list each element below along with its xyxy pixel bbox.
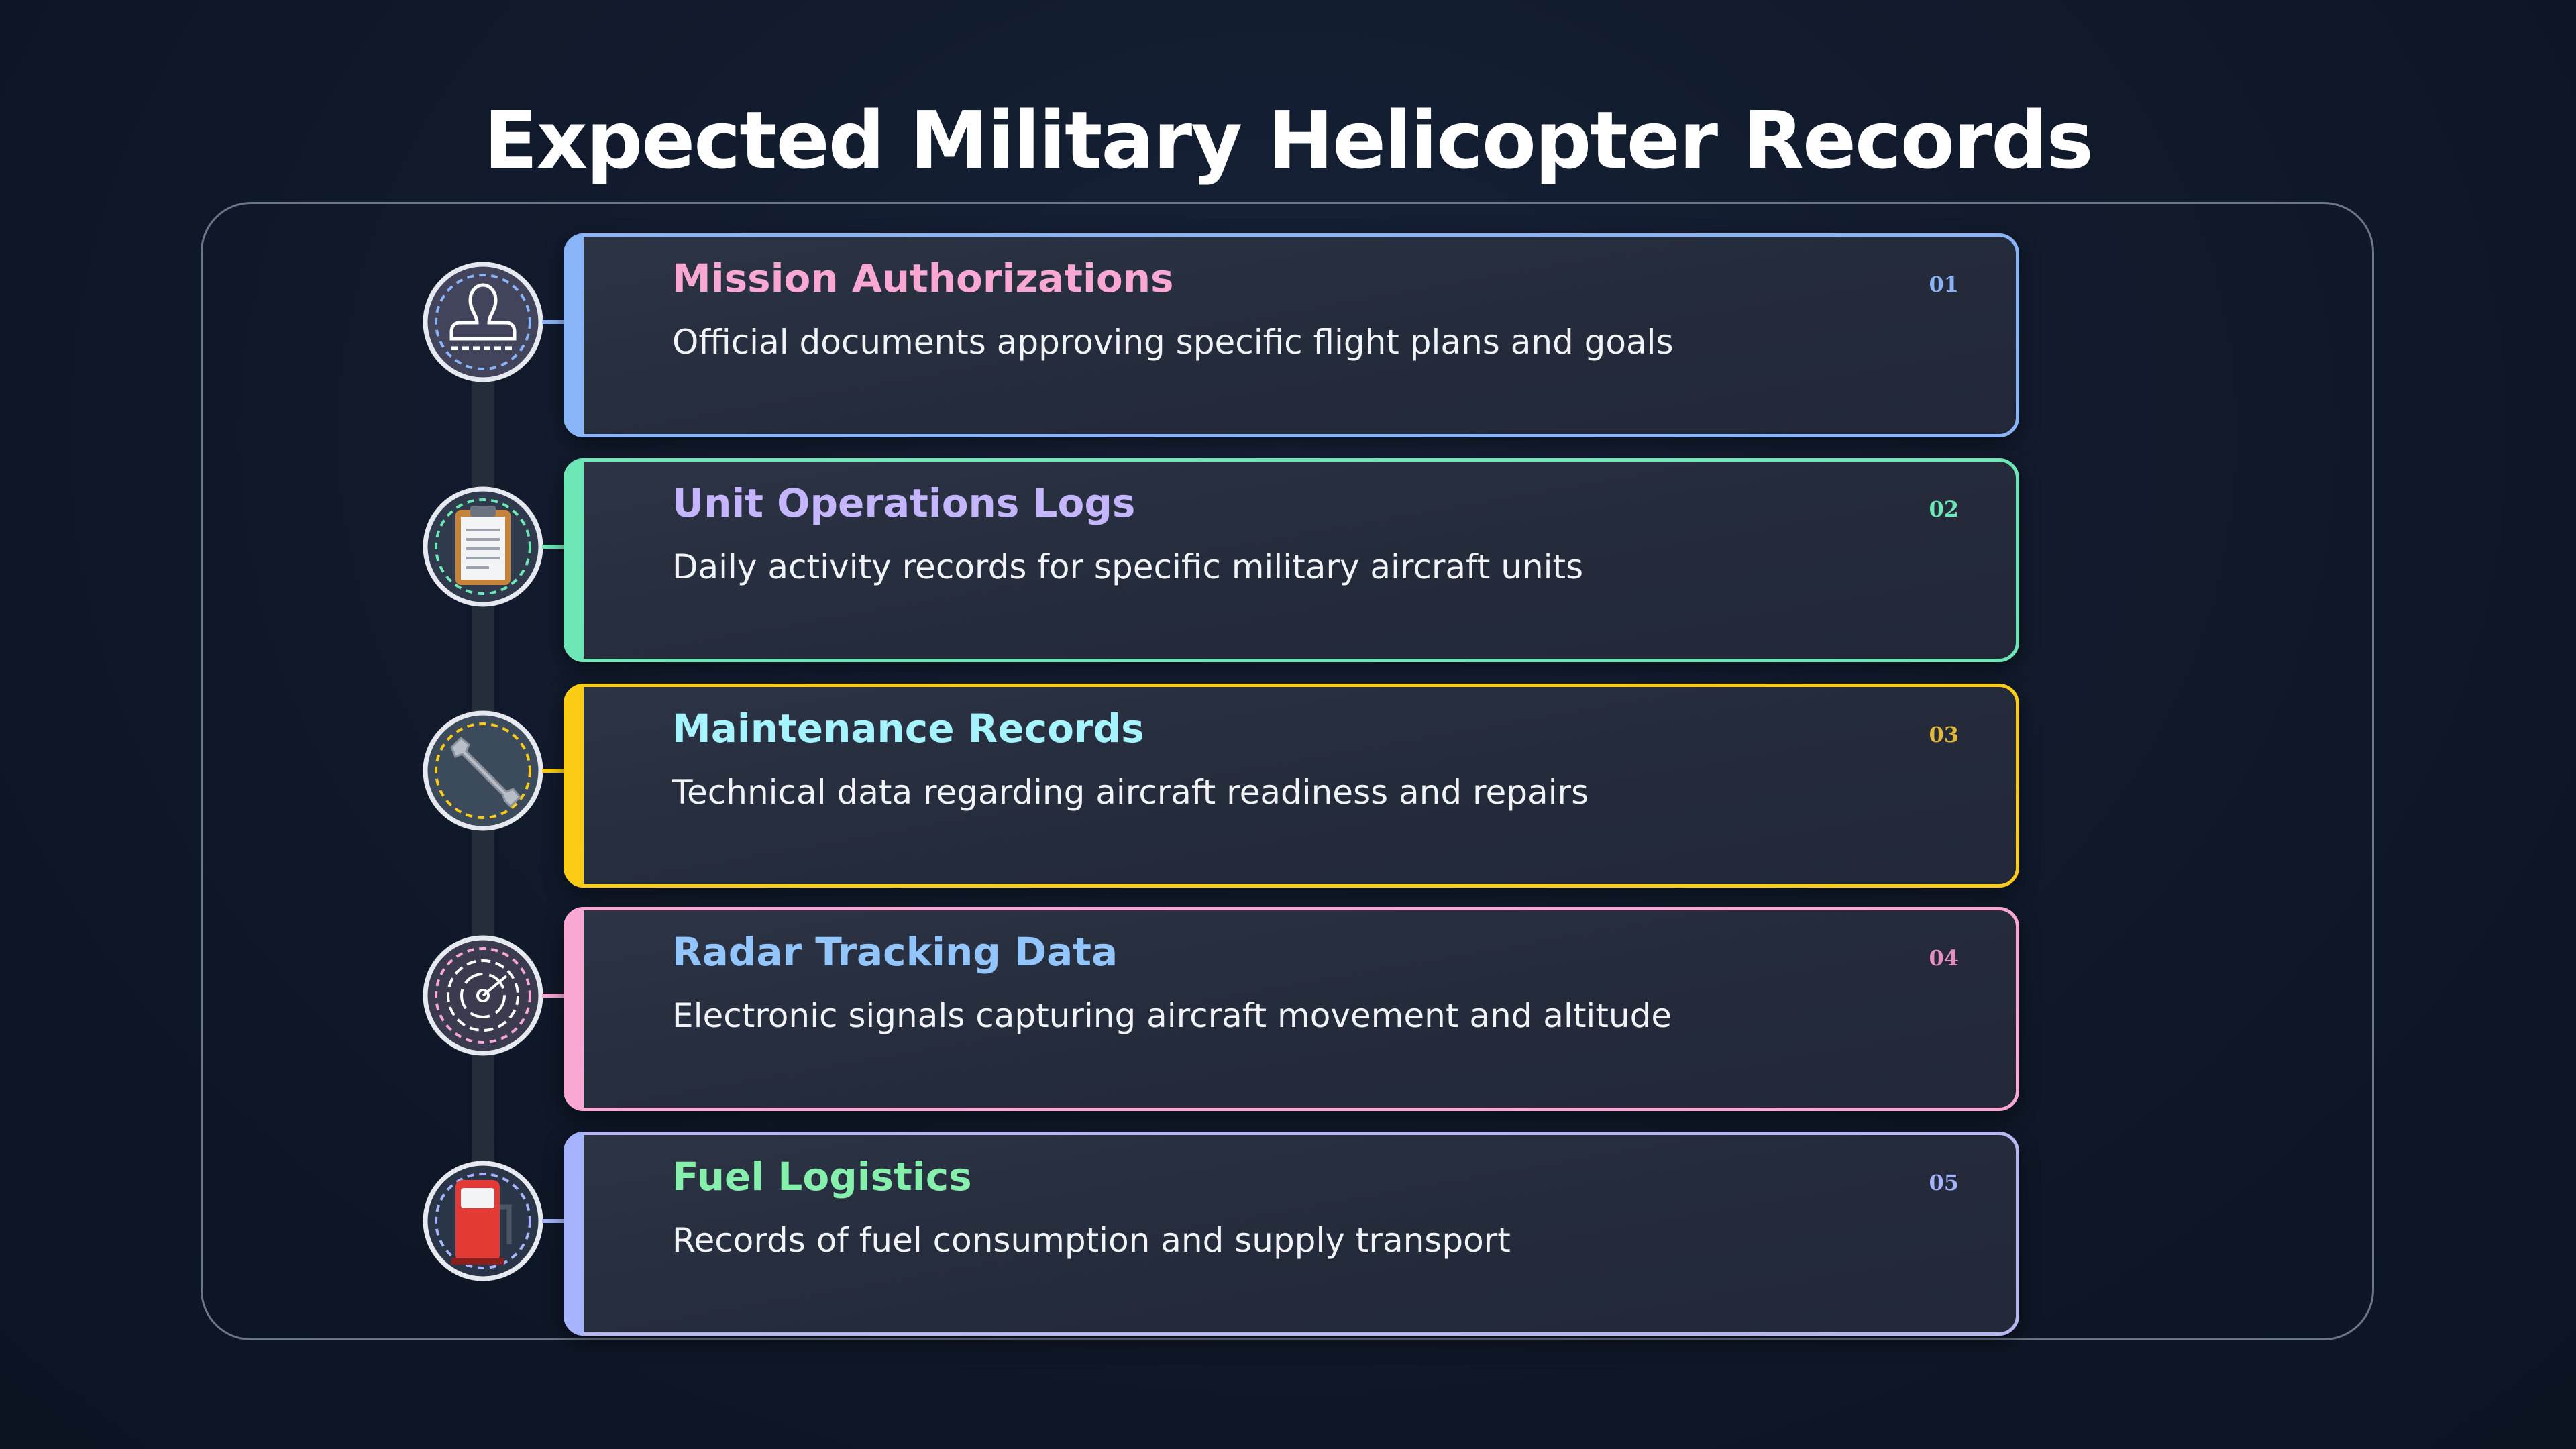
- card-number: 05: [1929, 1170, 1959, 1195]
- connector: [542, 994, 566, 998]
- card-description: Official documents approving specific fl…: [672, 323, 1674, 362]
- accent-bar: [564, 458, 584, 662]
- record-card: Unit Operations Logs Daily activity reco…: [564, 458, 2019, 662]
- icon-clipboard: [423, 486, 543, 607]
- icon-stamp: [423, 262, 543, 382]
- record-card: Radar Tracking Data Electronic signals c…: [564, 907, 2019, 1111]
- connector: [542, 320, 566, 324]
- card-title: Mission Authorizations: [672, 256, 1174, 301]
- accent-bar: [564, 1132, 584, 1336]
- connector: [542, 1219, 566, 1223]
- card-description: Records of fuel consumption and supply t…: [672, 1221, 1511, 1260]
- icon-radar: [423, 935, 543, 1056]
- card-title: Maintenance Records: [672, 706, 1144, 751]
- card-description: Daily activity records for specific mili…: [672, 547, 1584, 586]
- card-number: 03: [1929, 722, 1959, 747]
- card-title: Fuel Logistics: [672, 1154, 972, 1199]
- panel: [201, 202, 2374, 1340]
- card-number: 01: [1929, 272, 1959, 297]
- card-number: 04: [1929, 945, 1959, 971]
- card-description: Technical data regarding aircraft readin…: [672, 773, 1589, 812]
- card-title: Unit Operations Logs: [672, 480, 1136, 526]
- record-card: Mission Authorizations Official document…: [564, 233, 2019, 437]
- card-number: 02: [1929, 496, 1959, 522]
- icon-fuel: [423, 1161, 543, 1281]
- accent-bar: [564, 233, 584, 437]
- accent-bar: [564, 684, 584, 888]
- record-card: Fuel Logistics Records of fuel consumpti…: [564, 1132, 2019, 1336]
- record-card: Maintenance Records Technical data regar…: [564, 684, 2019, 888]
- card-description: Electronic signals capturing aircraft mo…: [672, 996, 1672, 1035]
- connector: [542, 545, 566, 549]
- page-title: Expected Military Helicopter Records: [484, 94, 2094, 186]
- icon-wrench: [423, 710, 543, 831]
- connector: [542, 769, 566, 773]
- accent-bar: [564, 907, 584, 1111]
- card-title: Radar Tracking Data: [672, 929, 1118, 975]
